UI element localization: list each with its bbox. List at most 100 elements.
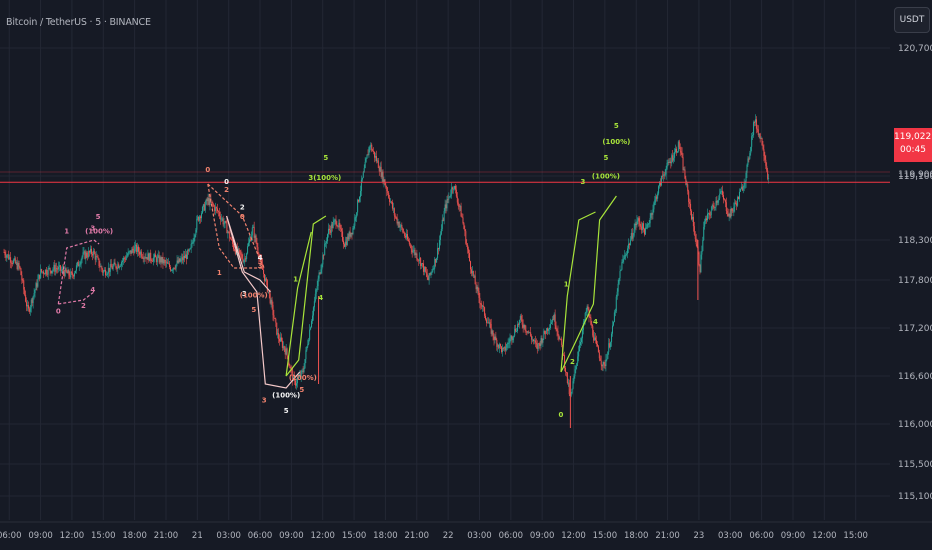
candle-body (343, 240, 345, 245)
candle-body (69, 275, 71, 278)
candle-body (51, 270, 53, 274)
x-tick-label: 09:00 (781, 531, 806, 541)
candle-body (200, 216, 202, 219)
candle-body (264, 273, 266, 281)
wave-label: 3 (262, 396, 267, 404)
candle-body (39, 274, 41, 279)
candle-body (17, 263, 19, 270)
wave-label: 0 (56, 308, 61, 316)
candle-body (299, 374, 301, 377)
candle-body (257, 247, 259, 254)
candle-body (477, 286, 479, 292)
candle-body (527, 331, 529, 333)
candle-body (742, 187, 744, 191)
candle-body (732, 210, 734, 212)
candle-body (133, 249, 135, 254)
candle-body (439, 234, 441, 240)
candle-body (333, 220, 335, 223)
candle-body (579, 345, 581, 352)
candle-body (138, 251, 140, 255)
candle-body (378, 167, 380, 172)
candle-body (643, 228, 645, 235)
candle-body (154, 254, 156, 258)
candle-body (108, 267, 110, 272)
wave-line (226, 215, 301, 389)
candle-body (300, 370, 302, 377)
candle-body (402, 228, 404, 232)
candle-body (617, 283, 619, 292)
candle-body (744, 182, 746, 184)
candle-body (169, 266, 171, 271)
candle-body (496, 339, 498, 347)
candle-body (471, 270, 473, 274)
candle-body (498, 344, 500, 349)
candle-body (417, 259, 419, 261)
candle-body (438, 239, 440, 250)
candle-body (618, 278, 620, 284)
candle-body (242, 258, 244, 262)
candle-body (309, 329, 311, 340)
candle-body (725, 202, 727, 211)
candle-body (583, 321, 585, 323)
last-price-tag: 119,022.72 00:45 (894, 128, 932, 162)
wave-label: 1 (217, 269, 222, 277)
currency-button[interactable]: USDT (894, 7, 930, 33)
candle-body (673, 157, 675, 161)
candle-body (514, 328, 516, 336)
candle-body (19, 266, 21, 269)
candle-body (49, 267, 51, 271)
candle-body (204, 204, 206, 211)
candle-body (335, 219, 337, 225)
candle-body (391, 202, 393, 209)
candle-body (422, 263, 424, 272)
wave-label: 4 (90, 286, 95, 294)
candle-body (112, 265, 114, 270)
candle-body (286, 348, 288, 356)
candle-body (43, 273, 45, 275)
candle-body (174, 268, 176, 270)
candle-body (601, 364, 603, 367)
x-tick-label: 12:00 (60, 531, 85, 541)
candle-body (224, 221, 226, 224)
candle-body (76, 262, 78, 266)
candle-body (567, 382, 569, 384)
candle-body (454, 185, 456, 190)
candle-body (512, 338, 514, 341)
candle-body (412, 250, 414, 253)
candle-body (528, 331, 530, 333)
candle-body (337, 225, 339, 227)
candle-body (135, 244, 137, 247)
wave-label: 5 (284, 407, 289, 415)
candle-body (156, 256, 158, 263)
candle-body (288, 362, 290, 366)
candle-body (251, 227, 253, 236)
candle-body (645, 227, 647, 229)
candle-body (15, 262, 17, 264)
candle-body (290, 368, 292, 369)
candle-body (318, 272, 320, 279)
candle-body (753, 122, 755, 136)
candle-body (570, 393, 572, 397)
candle-body (507, 343, 509, 344)
candle-body (371, 144, 373, 151)
wave-label: (100%) (85, 228, 113, 236)
candle-body (310, 327, 312, 330)
candle-body (169, 263, 171, 267)
last-price-countdown: 00:45 (900, 145, 926, 155)
candle-body (430, 272, 432, 275)
candle-body (162, 257, 164, 264)
candle-body (612, 321, 614, 326)
candle-body (47, 267, 49, 275)
candle-body (143, 257, 145, 259)
candle-body (754, 122, 756, 124)
candle-body (381, 171, 383, 177)
candle-body (765, 159, 767, 166)
candle-body (748, 158, 750, 160)
candle-body (595, 337, 597, 341)
candle-body (517, 324, 519, 326)
candle-body (661, 175, 663, 177)
wave-label: 5 (603, 154, 608, 162)
candle-body (63, 272, 65, 276)
